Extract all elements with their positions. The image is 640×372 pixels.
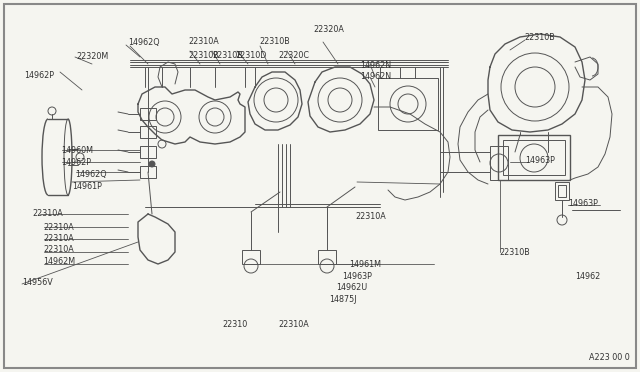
Text: 14962M: 14962M bbox=[44, 257, 76, 266]
Text: 22310A: 22310A bbox=[44, 234, 74, 243]
Text: 14962N: 14962N bbox=[360, 72, 391, 81]
Text: 14960M: 14960M bbox=[61, 146, 93, 155]
Text: 22310B: 22310B bbox=[212, 51, 243, 60]
Circle shape bbox=[149, 161, 155, 167]
Text: 14962P: 14962P bbox=[24, 71, 54, 80]
Text: 14962Q: 14962Q bbox=[76, 170, 107, 179]
Text: 22310A: 22310A bbox=[44, 246, 74, 254]
Text: 14963P: 14963P bbox=[342, 272, 372, 280]
Text: 22310B: 22310B bbox=[499, 248, 530, 257]
Text: 22310A: 22310A bbox=[32, 209, 63, 218]
Text: 14962N: 14962N bbox=[360, 61, 391, 70]
Text: 14963P: 14963P bbox=[568, 199, 598, 208]
Text: 14956V: 14956V bbox=[22, 278, 53, 287]
Text: 14962: 14962 bbox=[575, 272, 600, 280]
Text: 22320M: 22320M bbox=[77, 52, 109, 61]
Bar bbox=[498, 135, 570, 180]
Text: 14963P: 14963P bbox=[525, 156, 555, 165]
Text: 22310: 22310 bbox=[223, 320, 248, 329]
Bar bbox=[140, 146, 156, 158]
Text: 14962P: 14962P bbox=[61, 158, 92, 167]
Text: 22310A: 22310A bbox=[278, 320, 309, 329]
Text: A223 00 0: A223 00 0 bbox=[589, 353, 630, 362]
Text: 22310B: 22310B bbox=[189, 51, 220, 60]
Text: 22320C: 22320C bbox=[278, 51, 309, 60]
Bar bbox=[242, 250, 260, 264]
Bar bbox=[503, 140, 565, 175]
Text: 14961P: 14961P bbox=[72, 182, 102, 191]
Bar bbox=[555, 182, 569, 200]
Text: 22320A: 22320A bbox=[314, 25, 344, 33]
Bar bbox=[318, 250, 336, 264]
Text: 14961M: 14961M bbox=[349, 260, 381, 269]
Text: 22310A: 22310A bbox=[44, 223, 74, 232]
Bar bbox=[140, 108, 156, 120]
Bar bbox=[140, 166, 156, 178]
Text: 22310A: 22310A bbox=[355, 212, 386, 221]
Text: 22310D: 22310D bbox=[236, 51, 267, 60]
Bar bbox=[140, 126, 156, 138]
Text: 14962Q: 14962Q bbox=[128, 38, 159, 47]
Text: 22310A: 22310A bbox=[189, 37, 220, 46]
Text: 22310B: 22310B bbox=[259, 37, 290, 46]
Bar bbox=[558, 185, 566, 197]
Text: 14962U: 14962U bbox=[336, 283, 367, 292]
Text: 22310B: 22310B bbox=[525, 33, 556, 42]
Bar bbox=[490, 146, 508, 180]
Bar bbox=[378, 78, 438, 130]
Text: 14875J: 14875J bbox=[330, 295, 357, 304]
